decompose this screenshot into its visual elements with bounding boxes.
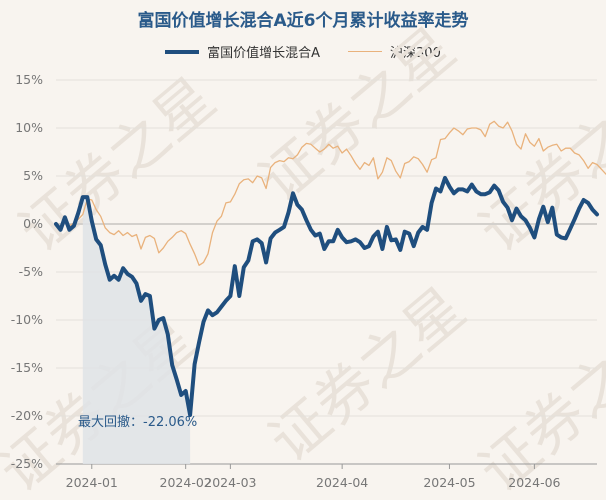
watermark-text: 证券之星 <box>246 14 467 215</box>
watermark-text: 证券之星 <box>256 274 477 475</box>
x-tick-label: 2024-06 <box>508 475 560 490</box>
legend-label-fund: 富国价值增长混合A <box>207 46 321 61</box>
legend-label-hs300: 沪深300 <box>390 46 441 61</box>
legend-swatch-hs300 <box>348 51 383 52</box>
y-tick-label: -15% <box>11 360 43 375</box>
y-tick-label: 15% <box>15 72 43 87</box>
x-tick-label: 2024-04 <box>316 475 368 490</box>
legend-item-fund[interactable]: 富国价值增长混合A <box>165 42 320 61</box>
y-tick-label: 10% <box>15 120 43 135</box>
y-tick-label: -5% <box>19 264 43 279</box>
y-tick-label: 5% <box>23 168 43 183</box>
grid-layer: 15% 10% 5% 0% -5% -10% -15% -20% -25% 2024-01 2024… <box>11 72 597 490</box>
y-tick-label: -25% <box>11 456 43 471</box>
y-tick-label: 0% <box>23 216 43 231</box>
legend: 富国价值增长混合A 沪深300 <box>0 42 606 61</box>
series-line-hs300[interactable] <box>55 120 606 266</box>
x-tick-label: 2024-02 <box>160 475 212 490</box>
chart-title: 富国价值增长混合A近6个月累计收益率走势 <box>137 11 469 31</box>
x-tick-label: 2024-05 <box>423 475 475 490</box>
series-line-fund[interactable] <box>54 175 599 417</box>
x-tick-label: 2024-01 <box>66 475 118 490</box>
drawdown-area <box>82 197 191 464</box>
watermark-text: 证券之星 <box>466 304 606 500</box>
y-tick-label: -20% <box>11 408 43 423</box>
legend-item-hs300[interactable]: 沪深300 <box>348 42 441 61</box>
x-tick-label: 2024-03 <box>204 475 256 490</box>
drawdown-layer <box>82 197 191 464</box>
label-layer: 最大回撤：-22.06% <box>78 414 197 430</box>
watermark-text: 证券之星 <box>6 64 227 265</box>
max-drawdown-label: 最大回撤：-22.06% <box>78 414 197 430</box>
y-tick-label: -10% <box>11 312 43 327</box>
legend-swatch-fund <box>165 49 200 54</box>
series-layer <box>54 120 606 417</box>
